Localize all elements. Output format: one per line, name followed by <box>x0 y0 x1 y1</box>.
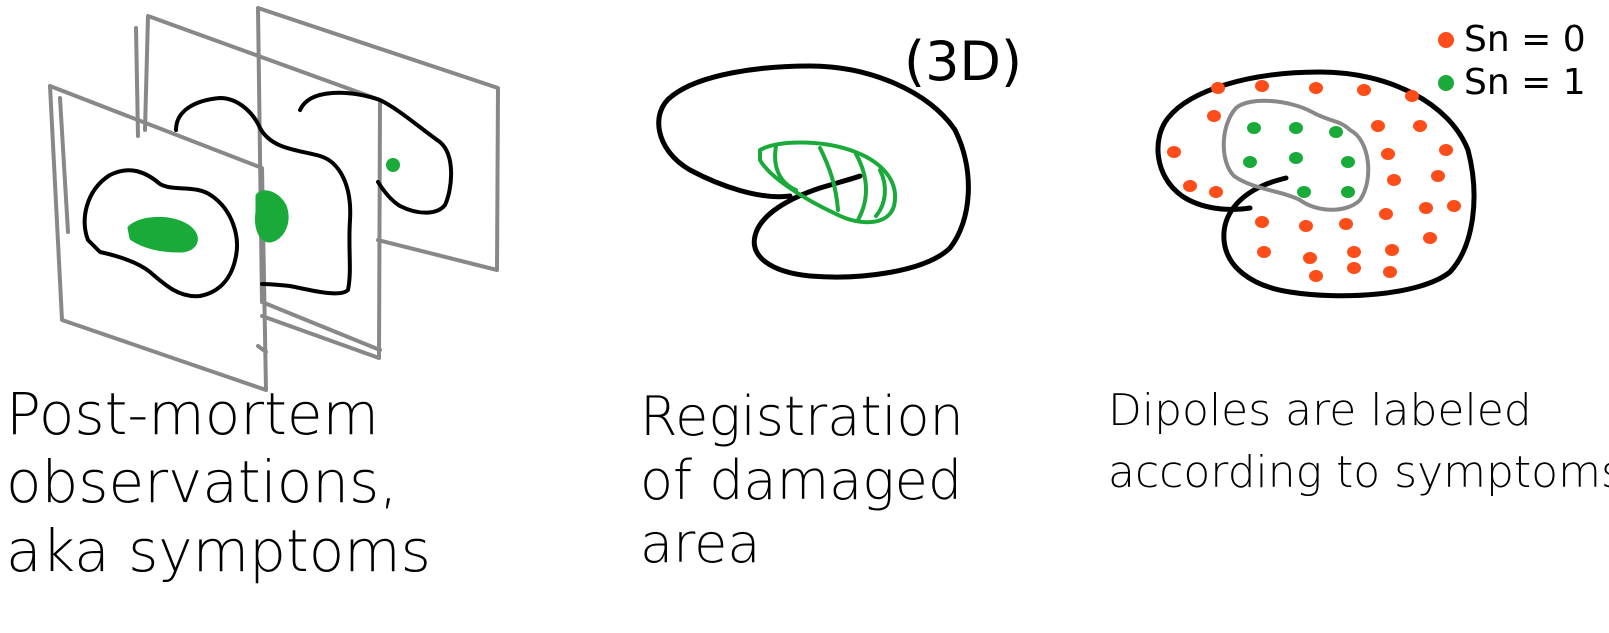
dipole-sn0 <box>1383 266 1397 278</box>
caption-line: Registration <box>640 385 964 448</box>
caption-postmortem: Post-mortem observations, aka symptoms <box>6 380 431 585</box>
dipole-sn0 <box>1413 120 1427 132</box>
caption-registration: Registration of damaged area <box>640 385 964 576</box>
dipole-sn1 <box>1243 156 1257 168</box>
dipole-sn0 <box>1357 84 1371 96</box>
dipole-sn0 <box>1309 270 1323 282</box>
brain-slice-front <box>82 168 239 299</box>
dipole-sn0 <box>1347 262 1361 274</box>
caption-line: Post-mortem <box>6 380 380 448</box>
damage-blob-back <box>386 158 400 172</box>
dipole-sn0 <box>1255 216 1269 228</box>
caption-line: observations, <box>6 448 398 517</box>
dipole-sn0 <box>1303 252 1317 264</box>
dipole-sn1 <box>1247 122 1261 134</box>
dipole-sn0 <box>1405 90 1419 102</box>
dipole-sn0 <box>1167 146 1181 158</box>
dipole-sn1 <box>1289 122 1303 134</box>
dipole-sn0 <box>1385 244 1399 256</box>
caption-line: Dipoles are labeled <box>1108 385 1532 436</box>
panel1-slices <box>48 6 500 392</box>
brain-3d-outline <box>656 63 971 280</box>
legend-swatch-zero <box>1438 31 1454 48</box>
dipole-sn0 <box>1419 202 1433 214</box>
caption-dipoles: Dipoles are labeled according to symptom… <box>1108 385 1609 499</box>
dipole-sn0 <box>1257 246 1271 258</box>
dipole-sn1 <box>1297 186 1311 198</box>
caption-line: aka symptoms <box>6 516 431 585</box>
panel2-brain <box>656 63 971 280</box>
dipole-sn0 <box>1209 186 1223 198</box>
damage-blob-front <box>127 217 198 253</box>
dipole-sn0 <box>1207 110 1221 122</box>
dipole-sn0 <box>1211 82 1225 94</box>
slice-frame-front <box>48 84 268 392</box>
annotation-3d: (3D) <box>904 30 1023 93</box>
dipole-sn0 <box>1439 144 1453 156</box>
dipole-sn1 <box>1289 152 1303 164</box>
legend-label-zero: Sn = 0 <box>1464 19 1586 60</box>
dipole-sn0 <box>1371 120 1385 132</box>
damage-blob-middle <box>255 190 289 243</box>
damaged-region-outline <box>1221 98 1371 212</box>
dipole-sn0 <box>1447 200 1461 212</box>
dipole-sn0 <box>1423 232 1437 244</box>
legend: Sn = 0 Sn = 1 <box>1438 18 1586 104</box>
dipole-sn0 <box>1339 218 1353 230</box>
dipole-sn0 <box>1309 82 1323 94</box>
dipole-sn0 <box>1387 174 1401 186</box>
legend-swatch-one <box>1438 74 1454 91</box>
damaged-area-3d <box>758 140 898 225</box>
brain-dipole-outline <box>1155 69 1477 299</box>
dipole-sn0 <box>1381 148 1395 160</box>
brain-slice-middle <box>174 96 353 296</box>
dipole-sn1 <box>1341 156 1355 168</box>
dipole-sn0 <box>1183 180 1197 192</box>
caption-line: of damaged <box>640 448 963 512</box>
brain-slice-back <box>298 90 454 215</box>
dipoles <box>1167 80 1461 282</box>
legend-item-one: Sn = 1 <box>1438 61 1586 104</box>
legend-item-zero: Sn = 0 <box>1438 18 1586 61</box>
caption-line: according to symptoms <box>1108 446 1609 498</box>
dipole-sn0 <box>1299 220 1313 232</box>
legend-label-one: Sn = 1 <box>1464 62 1586 104</box>
dipole-sn0 <box>1255 80 1269 92</box>
dipole-sn0 <box>1379 208 1393 220</box>
panel3-brain <box>1155 69 1477 299</box>
dipole-sn0 <box>1431 170 1445 182</box>
dipole-sn0 <box>1347 246 1361 258</box>
dipole-sn1 <box>1329 126 1343 138</box>
dipole-sn1 <box>1341 186 1355 198</box>
caption-line: area <box>640 512 761 576</box>
